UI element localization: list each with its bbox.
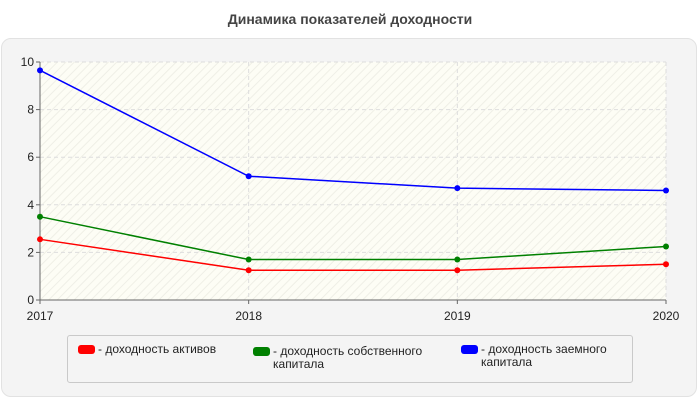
y-tick-label: 2 [27,245,34,259]
chart-title: Динамика показателей доходности [227,11,473,27]
data-point-series-2 [37,67,43,74]
y-tick-label: 6 [27,150,34,164]
data-point-series-1 [454,256,461,263]
data-point-series-1 [663,243,669,250]
y-tick-label: 10 [21,55,35,69]
legend: - доходность активов - доходность собств… [67,335,633,383]
data-point-series-1 [37,213,43,220]
series-line-0 [39,238,667,271]
x-tick-label: 2017 [27,309,54,323]
series-line-2 [39,69,667,192]
data-point-series-2 [245,173,252,180]
data-point-series-1 [245,256,252,263]
legend-label-equity: - доходность собственного капитала [273,344,423,371]
x-tick-label: 2019 [444,309,471,323]
data-point-series-0 [454,267,461,274]
series-lines [37,67,669,274]
legend-item-equity: - доходность собственного капитала [253,345,443,371]
legend-swatch-debt [461,345,478,354]
data-point-series-0 [245,267,252,274]
series-line-1 [39,215,667,261]
y-tick-label: 8 [27,103,34,117]
x-tick-label: 2020 [653,309,680,323]
y-tick-labels: 0 2 4 6 8 10 [21,55,35,307]
legend-swatch-equity [253,347,270,356]
data-point-series-0 [37,236,43,243]
legend-swatch-assets [78,345,95,354]
plot-area [40,62,666,300]
y-tick-label: 0 [27,293,34,307]
data-point-series-2 [663,187,669,194]
data-point-series-2 [454,185,461,192]
legend-item-debt: - доходность заемного капитала [461,343,631,369]
x-tick-labels: 2017 2018 2019 2020 [27,309,680,323]
legend-label-assets: - доходность активов [98,342,217,356]
legend-item-assets: - доходность активов [78,343,238,356]
legend-label-debt: - доходность заемного капитала [481,342,607,369]
y-tick-label: 4 [27,198,34,212]
axes [39,62,666,301]
x-tick-label: 2018 [235,309,262,323]
data-point-series-0 [663,261,669,268]
